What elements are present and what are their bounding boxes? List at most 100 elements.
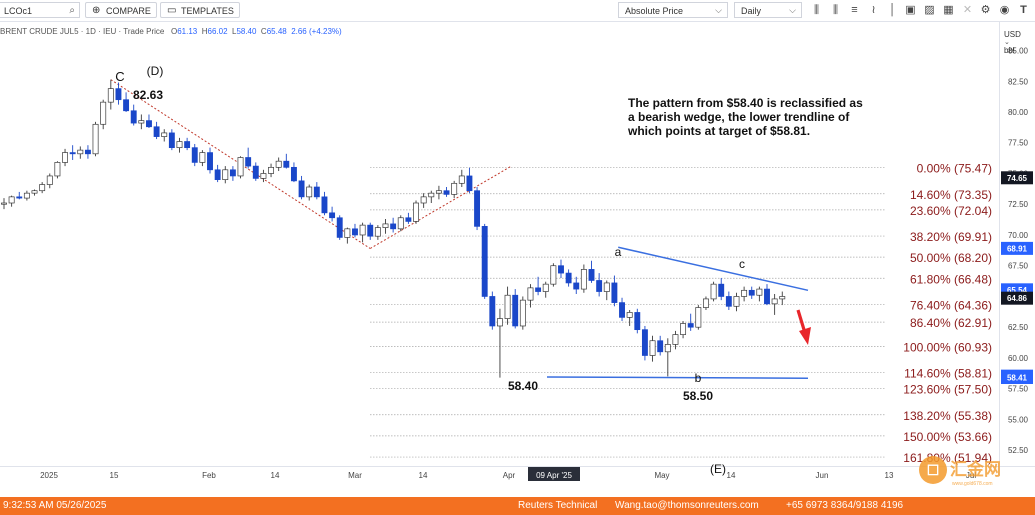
fib-label-bg [886,270,994,286]
price-mode-value: Absolute Price [625,6,684,16]
currency-label: USD [1004,30,1021,39]
fib-label-bg [886,449,994,465]
annotations: C (D) 82.63 58.40 58.50 a b c (E) The pattern fro… [115,64,863,476]
candle-body [54,162,61,177]
candle-body [306,186,313,198]
candle-body [100,101,107,125]
candle-body [565,272,572,284]
toolbar: LCOc1 ⌕ ⊕ COMPARE ▭ TEMPLATES Absolute P… [0,0,1035,22]
fib-label-bg [886,185,994,201]
fib-level-label: 100.00% (60.93) [903,341,992,355]
line-tool-icon[interactable]: │ [889,4,896,16]
watermark: ☐ 汇金网 www.gold678.com [919,456,1001,487]
instrument-name: BRENT CRUDE JUL5 · 1D · IEU · Trade Pric… [0,27,165,36]
change-value: 2.66 (+4.23%) [291,27,342,36]
candle-body [77,149,84,155]
candle-body [580,269,587,290]
candle-body [451,182,458,195]
indicators-icon[interactable]: ≡ [851,4,858,16]
price-chart[interactable]: USD bbl ⌄ 0.00% (75.47) 14.60% (73.35) 23.… [0,21,1035,497]
chevron-down-icon[interactable]: ⌄ [1004,39,1010,46]
candle-body [290,166,297,182]
time-tick-label: 14 [271,471,280,480]
candle-body [237,157,244,177]
price-mode-select[interactable]: Absolute Price ⌵ [618,2,728,18]
wave-c-minor-label: c [739,257,745,271]
time-axis[interactable]: 2025 15 Feb 14 Mar 14 Apr May 14 Jun 13 Jul 09 Apr '… [40,467,976,481]
tv-logo-icon: T [1020,4,1027,16]
candle-body [611,282,618,303]
candle-body [519,299,526,327]
wedge-upper-trendline [618,246,809,292]
fib-label-bg [886,201,994,217]
fib-label-bg [886,228,994,244]
candle-body [199,152,206,163]
image-icon[interactable]: ▨ [924,4,935,16]
candle-body [62,152,68,163]
candle-body [268,166,275,174]
candle-body [321,196,328,214]
wedge-lower-trendline [546,376,809,379]
symbol-search-box[interactable]: LCOc1 ⌕ [0,2,80,18]
price-tag-label: 65.54 [1007,286,1028,295]
candle-body [161,132,168,137]
wave-trendlines [110,79,809,379]
candle-body [176,141,183,149]
fib-level-label: 38.20% (69.91) [910,230,992,244]
candle-body [191,147,198,163]
candle-body [771,298,778,305]
time-tick-label: Jul [966,471,976,480]
time-tick-label: Apr [503,471,516,480]
candle-body [16,196,23,199]
price-tick-label: 52.50 [1008,446,1029,455]
analysis-note-line: which points at target of $58.81. [627,124,810,138]
candle-body [748,289,755,296]
price-tick-label: 60.00 [1008,354,1029,363]
chevron-down-icon: ⌵ [789,5,796,15]
bar-chart-icon[interactable]: ⫼ [813,4,820,16]
time-tick-label: Jun [816,471,829,480]
compare-button[interactable]: ⊕ COMPARE [85,2,157,18]
price-tag [1001,291,1033,305]
candle-body [695,307,702,328]
layout-icon[interactable]: ▦ [943,4,954,16]
candle-body [458,175,465,184]
price-tick-label: 72.50 [1008,200,1029,209]
price-tick-label: 55.00 [1008,415,1029,424]
candle-body [733,296,740,307]
candle-body [428,192,435,198]
candle-body [138,120,145,124]
time-tick-label: 14 [419,471,428,480]
price-tick-label: 80.00 [1008,108,1029,117]
delete-icon[interactable]: ✕ [962,4,973,16]
candle-body [283,160,290,168]
price-tag-label: 64.86 [1007,294,1028,303]
price-tag [1001,370,1033,384]
candle-body [397,217,404,230]
wave-c-label: C [115,69,124,84]
settings-icon[interactable]: ⚙ [980,4,991,16]
candle-body [374,227,381,237]
templates-button[interactable]: ▭ TEMPLATES [160,2,240,18]
candle-body [710,283,717,300]
candle-body [649,340,656,356]
candle-body [664,344,671,353]
price-tag-label: 68.91 [1007,244,1028,253]
fib-level-label: 150.00% (53.66) [903,430,992,444]
candle-body [481,226,488,297]
wave-d-label: (D) [147,64,164,78]
fib-label-bg [886,364,994,380]
interval-select[interactable]: Daily ⌵ [734,2,802,18]
price-tag [1001,241,1033,255]
analysis-note-line: a bearish wedge, the lower trendline of [628,110,850,124]
frame-icon[interactable]: ▣ [905,4,916,16]
candles-icon[interactable]: ⫼ [832,4,839,16]
candle-body [84,149,91,155]
camera-icon[interactable]: ◉ [999,4,1010,16]
candle-body [214,169,221,180]
candle-body [390,223,397,230]
fib-label-bg [886,427,994,443]
draw-icon[interactable]: ≀ [871,4,876,16]
candle-body [466,175,473,192]
interval-value: Daily [741,6,762,16]
